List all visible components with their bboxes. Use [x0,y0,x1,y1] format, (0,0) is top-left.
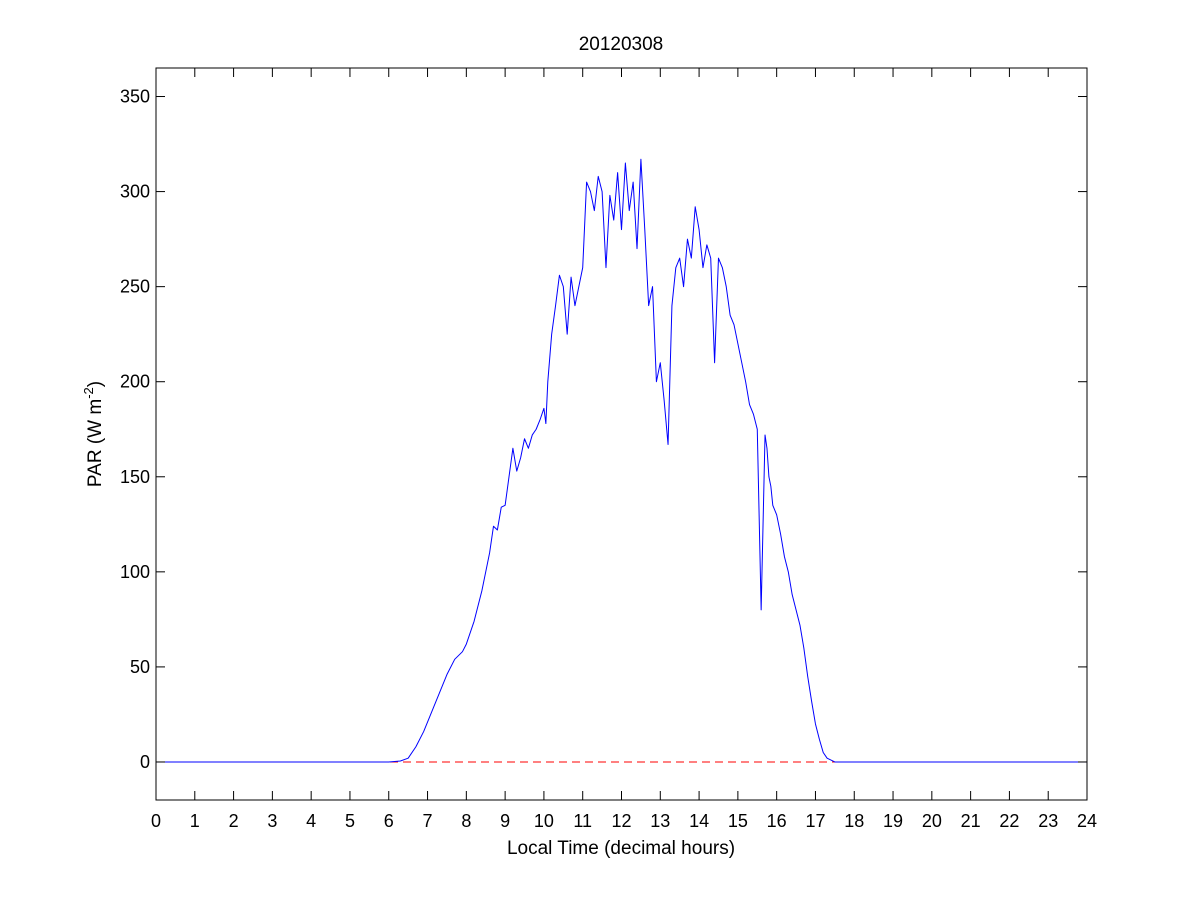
y-tick-label: 200 [120,372,150,392]
x-tick-label: 12 [611,811,631,831]
x-axis-ticks: 0 1 2 3 4 5 6 7 8 9 10 11 12 13 14 15 16 17 18 19 20 21 22 23 24 [151,68,1097,831]
y-tick-label: 100 [120,562,150,582]
y-axis-title-superscript: -2 [81,387,96,399]
x-tick-label: 24 [1077,811,1097,831]
x-tick-label: 14 [689,811,709,831]
series-layer [156,158,1087,763]
y-axis-ticks: 0 50 100 150 200 250 300 350 [120,87,1087,772]
x-tick-label: 20 [922,811,942,831]
x-axis-title: Local Time (decimal hours) [507,838,735,859]
x-tick-label: 23 [1038,811,1058,831]
x-tick-label: 21 [961,811,981,831]
y-axis-title: PAR (W m-2) [81,381,106,487]
x-tick-label: 4 [306,811,316,831]
x-tick-label: 7 [423,811,433,831]
y-tick-label: 350 [120,87,150,107]
y-tick-label: 250 [120,277,150,297]
x-tick-label: 11 [573,811,592,831]
chart-title: 20120308 [579,34,664,55]
y-tick-label: 50 [130,657,150,677]
y-tick-label: 150 [120,467,150,487]
x-tick-label: 13 [650,811,670,831]
x-tick-label: 18 [844,811,864,831]
x-tick-label: 16 [767,811,787,831]
x-tick-label: 3 [267,811,277,831]
x-tick-label: 22 [999,811,1019,831]
x-tick-label: 8 [461,811,471,831]
y-tick-label: 300 [120,182,150,202]
x-tick-label: 19 [883,811,903,831]
par-series-line [156,158,1087,763]
x-tick-label: 2 [229,811,239,831]
x-tick-label: 5 [345,811,355,831]
x-tick-label: 15 [728,811,748,831]
y-axis-title-main: PAR (W m [85,399,106,487]
y-tick-label: 0 [140,752,150,772]
x-tick-label: 10 [534,811,554,831]
x-tick-label: 6 [384,811,394,831]
y-axis-title-suffix: ) [85,381,106,387]
x-tick-label: 9 [500,811,510,831]
x-tick-label: 1 [190,811,200,831]
x-tick-label: 17 [805,811,825,831]
x-tick-label: 0 [151,811,161,831]
plot-area-frame [155,67,1088,801]
